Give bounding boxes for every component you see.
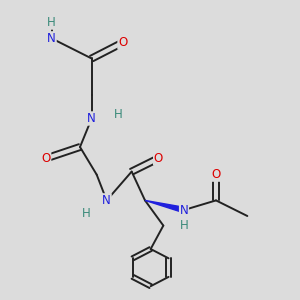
Text: H: H	[82, 207, 91, 220]
Text: O: O	[118, 36, 127, 49]
Text: H: H	[114, 108, 123, 121]
Polygon shape	[145, 200, 185, 213]
Text: N: N	[102, 194, 111, 207]
Text: N: N	[47, 32, 56, 45]
Text: O: O	[212, 168, 220, 181]
Text: O: O	[154, 152, 163, 165]
Text: O: O	[41, 152, 51, 165]
Text: N: N	[87, 112, 96, 125]
Text: N: N	[180, 203, 188, 217]
Text: H: H	[47, 16, 56, 29]
Text: H: H	[180, 219, 188, 232]
